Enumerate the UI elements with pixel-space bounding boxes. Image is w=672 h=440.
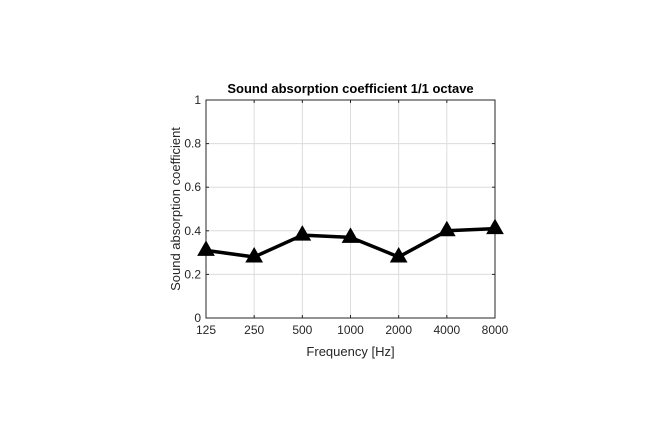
series-layer (197, 218, 504, 263)
y-tick-label: 0.2 (184, 267, 201, 281)
y-axis-label: Sound absorption coefficient (168, 127, 183, 291)
chart-title: Sound absorption coefficient 1/1 octave (227, 81, 473, 96)
x-tick-label: 1000 (337, 323, 364, 337)
grid-layer (206, 100, 495, 318)
triangle-marker (197, 240, 215, 256)
y-tick-label: 0.4 (184, 224, 201, 238)
tick-layer: 125 250 500 1000 2000 4000 8000 0 0.2 0.4 0.6 0.8 1 (184, 93, 508, 337)
triangle-marker (389, 246, 408, 263)
triangle-marker (437, 220, 456, 237)
x-tick-label: 4000 (433, 323, 460, 337)
y-tick-label: 1 (194, 93, 201, 107)
triangle-marker (486, 218, 504, 235)
y-tick-label: 0.8 (184, 137, 201, 151)
x-tick-label: 2000 (385, 323, 412, 337)
triangle-marker (293, 225, 312, 241)
triangle-marker (245, 246, 264, 263)
triangle-marker (341, 227, 360, 243)
x-tick-label: 8000 (482, 323, 509, 337)
y-tick-label: 0.6 (184, 180, 201, 194)
x-axis-label: Frequency [Hz] (306, 344, 394, 359)
y-tick-label: 0 (194, 311, 201, 325)
x-tick-label: 500 (292, 323, 312, 337)
x-tick-label: 250 (244, 323, 264, 337)
x-tick-label: 125 (196, 323, 216, 337)
